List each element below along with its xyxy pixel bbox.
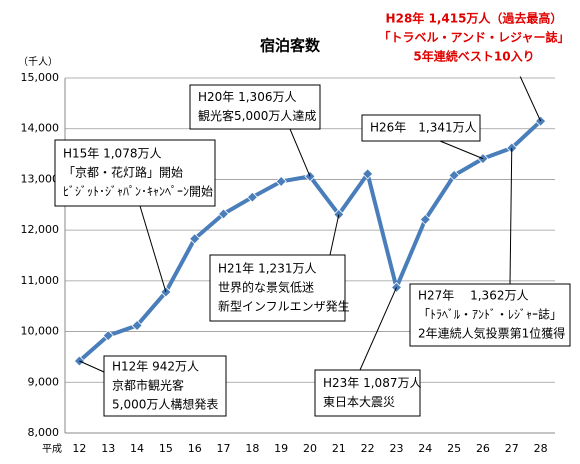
marker [217,208,230,220]
marker [390,281,403,294]
marker [189,233,201,245]
marker [275,175,287,188]
y-tick-label: 12,000 [21,223,60,236]
x-tick-label: 12 [72,442,86,455]
annotation: 京都市観光客 [112,378,184,393]
y-axis-label: （千人） [18,56,58,68]
marker [102,330,114,342]
annotation: 世界的な景気低迷 [218,280,314,295]
callout-box [409,283,571,347]
marker [333,208,345,220]
x-tick-label: 24 [418,442,432,455]
x-tick-label: 19 [274,442,288,455]
callout-pointer [289,128,311,177]
callout-pointer [519,75,542,122]
callout-pointer [329,214,340,256]
y-tick-label: 8,000 [28,426,60,439]
marker [448,169,460,181]
annotation: 東日本大震災 [323,395,395,409]
callout-box [54,139,216,207]
callout-pointer [439,140,484,160]
y-tick-label: 10,000 [21,325,60,338]
x-tick-label: 26 [476,442,490,455]
x-tick-label: 15 [159,442,173,455]
x-tick-label: 16 [188,442,202,455]
x-tick-label: 13 [101,442,115,455]
callout-box [382,0,566,77]
y-tick-label: 14,000 [21,122,60,135]
annotation: ﾋﾞｼﾞｯﾄ･ｼﾞｬﾊﾟﾝ･ｷｬﾝﾍﾟｰﾝ開始 [63,185,213,199]
callout-box [103,355,227,417]
annotation: H21年 1,231万人 [218,262,316,276]
x-tick-label: 27 [505,442,519,455]
annotation: 新型インフルエンザ発生 [218,299,350,314]
annotation: 5,000万人構想発表 [112,397,218,412]
callout-pointer [359,287,397,371]
x-tick-label: 20 [303,442,317,455]
marker [362,168,374,180]
callout-box [361,114,481,142]
x-axis-label: 平成 [42,443,62,455]
annotation: 「ﾄﾗﾍﾞﾙ・ｱﾝﾄﾞ・ﾚｼﾞｬｰ誌」 [418,307,562,322]
y-tick-label: 13,000 [21,172,60,185]
y-tick-label: 15,000 [21,71,60,84]
x-tick-label: 14 [130,442,144,455]
annotation: H15年 1,078万人 [63,147,161,161]
y-tick-label: 11,000 [21,274,60,287]
annotation: 「トラベル・アンド・レジャー誌」 [379,30,570,45]
x-tick-label: 22 [361,442,375,455]
x-tick-label: 17 [217,442,231,455]
marker [131,319,143,332]
annotation: 観光客5,000万人達成 [198,108,316,123]
marker [246,191,258,203]
callout-box [209,254,346,322]
chart-title: 宿泊客数 [260,37,321,55]
annotation: H26年 1,341万人 [370,121,477,135]
annotation: 「京都・花灯路」開始 [63,165,183,180]
annotation: H27年 1,362万人 [418,289,528,303]
x-tick-label: 23 [389,442,403,455]
marker [419,213,431,226]
y-tick-label: 9,000 [28,375,60,388]
x-tick-label: 18 [245,442,259,455]
annotation: H12年 942万人 [112,360,199,374]
x-tick-label: 21 [332,442,346,455]
annotation: H23年 1,087万人 [323,376,421,390]
callout-box [189,84,321,130]
annotation: H20年 1,306万人 [198,90,296,104]
callout-pointer [139,205,167,293]
callout-pointer [79,360,105,373]
callout-pointer [509,147,513,285]
x-tick-label: 28 [534,442,548,455]
x-tick-label: 25 [447,442,461,455]
callout-box [314,369,421,417]
annotation: H28年 1,415万人（過去最高） [386,11,563,26]
annotation: 5年連続ベスト10入り [413,49,534,64]
marker [304,170,316,182]
annotation: 2年連続人気投票第1位獲得 [418,326,565,341]
